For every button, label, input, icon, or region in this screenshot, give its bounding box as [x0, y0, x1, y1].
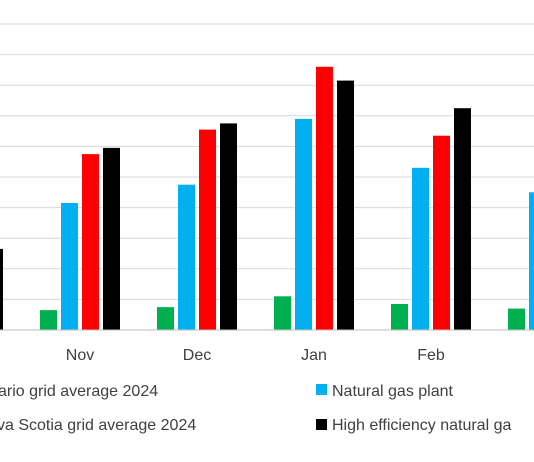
bar-jan-series-2 — [316, 66, 333, 331]
x-tick-label-feb: Feb — [417, 347, 445, 364]
bar-jan-series-0 — [274, 296, 291, 330]
legend-item-high-efficiency: High efficiency natural ga — [316, 417, 511, 434]
x-tick-labels: NovDecJanFebM — [66, 347, 445, 364]
legend-item-nova-scotia: va Scotia grid average 2024 — [0, 417, 196, 434]
bar-dec-series-3 — [220, 123, 237, 331]
bar-mar-series-1 — [529, 192, 534, 330]
bar-dec-series-1 — [178, 184, 195, 330]
x-tick-label-jan: Jan — [301, 347, 327, 364]
bar-nov-series-0 — [40, 310, 57, 330]
bar-feb-series-0 — [391, 304, 408, 330]
legend: ario grid average 2024 Natural gas plant… — [0, 383, 511, 434]
legend-label-high-efficiency: High efficiency natural ga — [332, 417, 511, 434]
bar-dec-series-2 — [199, 129, 216, 330]
bar-oct-series-3 — [0, 248, 3, 330]
bar-jan-series-3 — [337, 80, 354, 330]
bar-nov-series-2 — [82, 154, 99, 330]
bar-feb-series-2 — [433, 135, 450, 330]
bar-nov-series-1 — [61, 203, 78, 330]
bar-feb-series-1 — [412, 167, 429, 330]
bar-jan-series-1 — [295, 118, 312, 331]
x-tick-label-nov: Nov — [66, 347, 94, 364]
legend-item-ontario: ario grid average 2024 — [0, 383, 158, 400]
bars — [0, 66, 534, 331]
bar-nov-series-3 — [103, 147, 120, 330]
legend-label-natural-gas: Natural gas plant — [332, 383, 454, 400]
legend-swatch-natural-gas — [316, 384, 327, 395]
x-tick-label-dec: Dec — [183, 347, 211, 364]
gridlines — [0, 23, 534, 300]
legend-label-ontario: ario grid average 2024 — [0, 383, 158, 400]
legend-label-nova-scotia: va Scotia grid average 2024 — [0, 417, 196, 434]
bar-dec-series-0 — [157, 307, 174, 330]
bar-mar-series-0 — [508, 308, 525, 330]
bar-feb-series-3 — [454, 108, 471, 330]
legend-item-natural-gas: Natural gas plant — [316, 383, 454, 400]
legend-swatch-high-efficiency — [316, 419, 327, 430]
